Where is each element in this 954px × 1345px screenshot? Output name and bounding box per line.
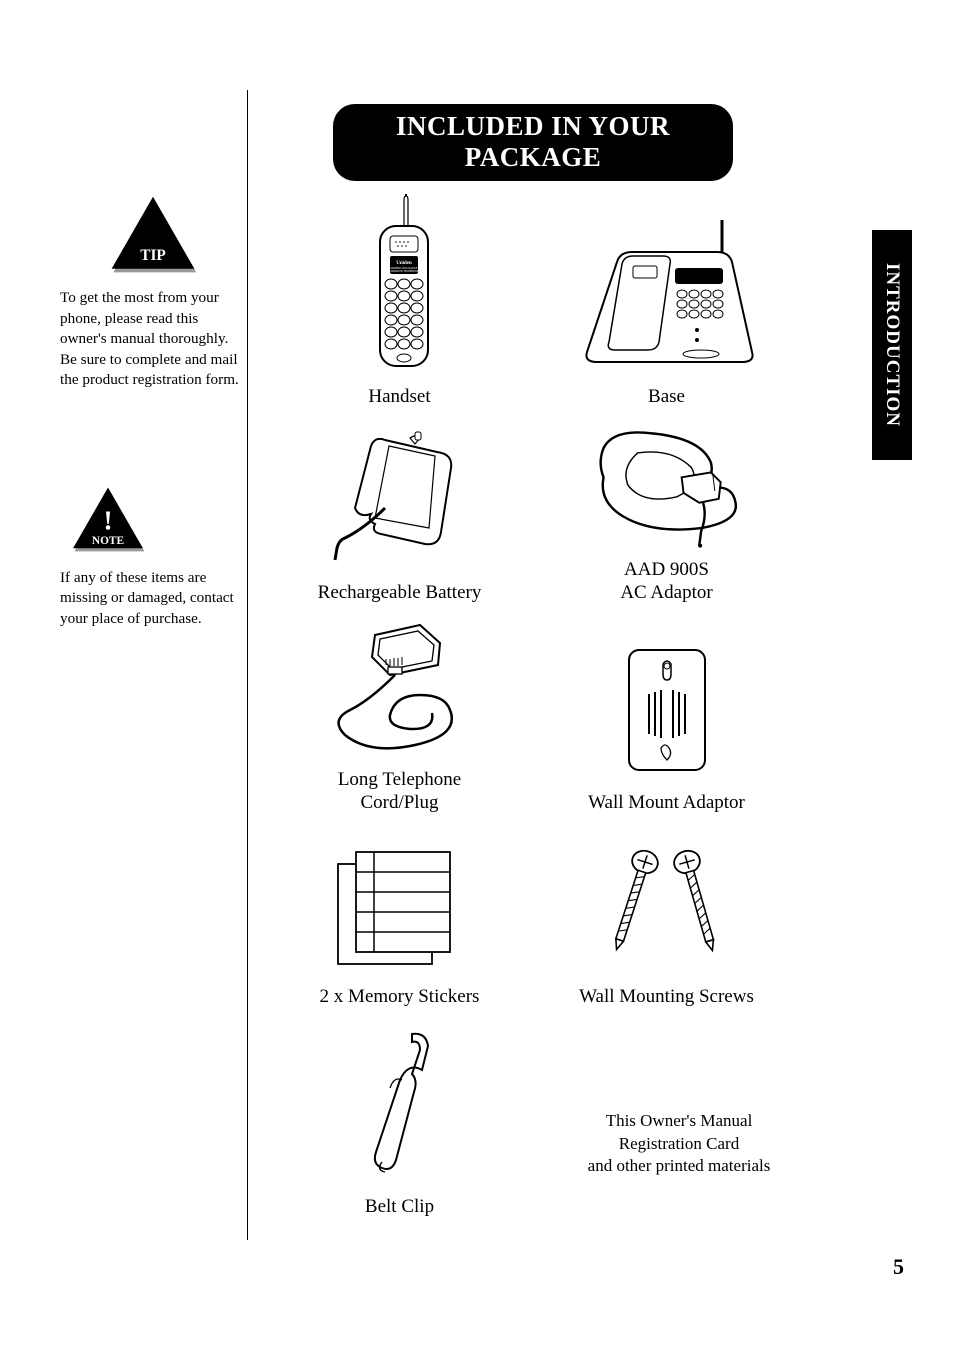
handset-icon: Uniden 900MHz LONG RANGE CORDLESS TELEPH… xyxy=(354,192,446,382)
note-text: If any of these items are missing or dam… xyxy=(60,568,245,630)
extras-line1: This Owner's Manual xyxy=(606,1110,753,1133)
adaptor-icon xyxy=(582,409,752,555)
handset-label: Handset xyxy=(368,386,430,409)
wallmount-label: Wall Mount Adaptor xyxy=(588,792,745,815)
item-beltclip: Belt Clip xyxy=(273,1009,526,1219)
beltclip-icon xyxy=(340,1022,460,1192)
battery-icon xyxy=(315,428,485,578)
page-number: 5 xyxy=(893,1254,904,1280)
tip-triangle-icon: TIP xyxy=(108,195,198,276)
tip-text: To get the most from your phone, please … xyxy=(60,288,245,391)
base-label: Base xyxy=(648,386,685,409)
section-tab: INTRODUCTION xyxy=(872,230,912,460)
item-adaptor: AAD 900S AC Adaptor xyxy=(540,409,793,605)
sidebar: TIP To get the most from your phone, ple… xyxy=(60,195,245,630)
note-triangle-icon: ! NOTE xyxy=(70,486,146,554)
svg-text:CORDLESS TELEPHONE: CORDLESS TELEPHONE xyxy=(389,270,418,273)
svg-text:TIP: TIP xyxy=(140,247,165,264)
item-base: Base xyxy=(540,191,793,409)
vertical-divider xyxy=(247,90,248,1240)
cord-label: Long Telephone Cord/Plug xyxy=(338,769,461,815)
beltclip-label: Belt Clip xyxy=(365,1196,434,1219)
screws-icon xyxy=(597,842,737,982)
stickers-label: 2 x Memory Stickers xyxy=(320,986,480,1009)
extras-line3: and other printed materials xyxy=(588,1155,771,1178)
svg-text:!: ! xyxy=(103,505,112,535)
manual-page: TIP To get the most from your phone, ple… xyxy=(0,0,954,1345)
cord-icon xyxy=(320,615,480,765)
section-heading: INCLUDED IN YOUR PACKAGE xyxy=(333,104,733,181)
extras-line2: Registration Card xyxy=(619,1133,739,1156)
main-content: INCLUDED IN YOUR PACKAGE Uniden 900MHz L… xyxy=(273,104,793,1219)
base-icon xyxy=(567,212,767,382)
item-screws: Wall Mounting Screws xyxy=(540,815,793,1009)
note-block: ! NOTE If any of these items are missing… xyxy=(60,486,245,630)
item-handset: Uniden 900MHz LONG RANGE CORDLESS TELEPH… xyxy=(273,191,526,409)
item-stickers: 2 x Memory Stickers xyxy=(273,815,526,1009)
item-extras: This Owner's Manual Registration Card an… xyxy=(540,1009,793,1219)
wallmount-icon xyxy=(607,638,727,788)
item-wallmount: Wall Mount Adaptor xyxy=(540,605,793,815)
screws-label: Wall Mounting Screws xyxy=(579,986,754,1009)
section-tab-label: INTRODUCTION xyxy=(881,263,903,427)
item-battery: Rechargeable Battery xyxy=(273,409,526,605)
adaptor-label: AAD 900S AC Adaptor xyxy=(620,559,712,605)
tip-block: TIP To get the most from your phone, ple… xyxy=(60,195,245,391)
item-cord: Long Telephone Cord/Plug xyxy=(273,605,526,815)
stickers-icon xyxy=(320,842,480,982)
package-grid: Uniden 900MHz LONG RANGE CORDLESS TELEPH… xyxy=(273,191,793,1219)
svg-text:Uniden: Uniden xyxy=(396,261,412,266)
svg-text:NOTE: NOTE xyxy=(92,534,124,546)
battery-label: Rechargeable Battery xyxy=(318,582,482,605)
